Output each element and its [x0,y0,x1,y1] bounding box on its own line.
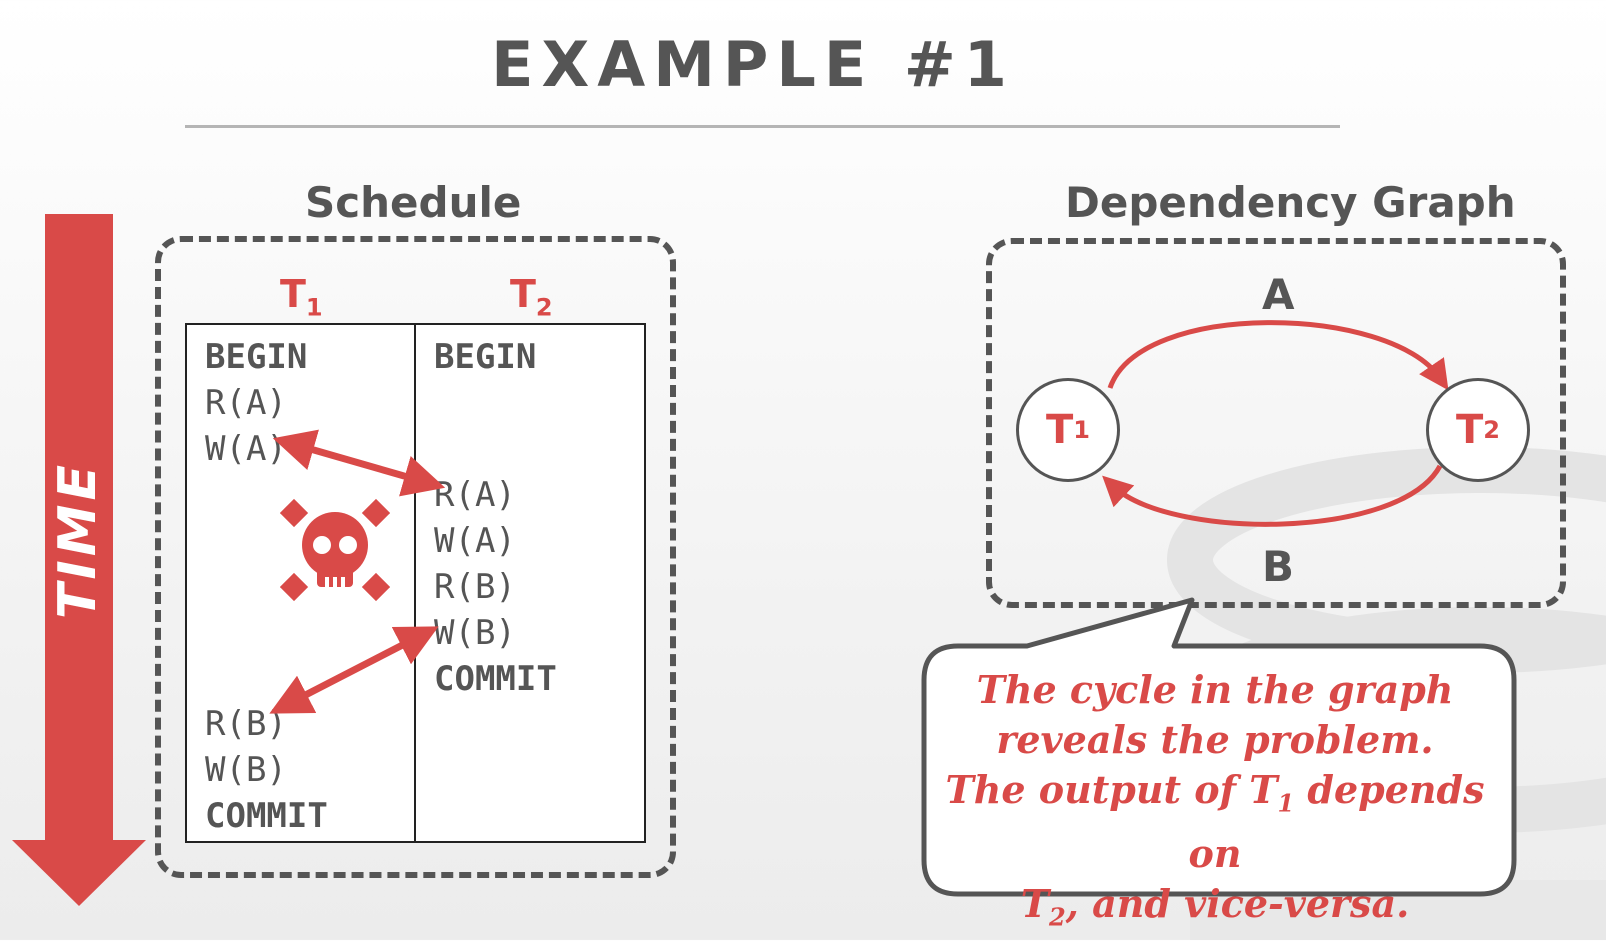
edge-label-a: A [1262,270,1295,319]
skull-icon [280,498,390,602]
t1-op-write-b: W(B) [205,750,287,790]
t1-header: T1 [280,272,323,322]
t1-op-begin: BEGIN [205,337,308,377]
callout-line-1: The cycle in the graph [976,667,1454,712]
edge-a [1107,320,1449,391]
conflict-arrow-b [269,626,439,714]
graph-heading: Dependency Graph [1065,178,1516,227]
t2-op-write-b: W(B) [434,613,516,653]
t1-op-read-a: R(A) [205,383,287,423]
t2-header: T2 [510,272,553,322]
t2-op-write-a: W(A) [434,521,516,561]
column-divider [414,323,416,843]
time-arrow-icon [12,214,146,906]
title-divider [185,125,1340,128]
t1-op-commit: COMMIT [205,796,328,836]
conflict-arrow-a [272,429,446,497]
t2-op-begin: BEGIN [434,337,537,377]
callout-text: The cycle in the graph reveals the probl… [930,665,1500,942]
edge-label-b: B [1262,542,1295,591]
schedule-box [155,236,676,878]
schedule-heading: Schedule [305,178,522,227]
callout-line-4: T2, and vice-versa. [1020,880,1410,932]
t2-op-read-b: R(B) [434,567,516,607]
page-title: EXAMPLE #1 [491,28,1015,101]
graph-box [986,238,1566,608]
t2-op-read-a: R(A) [434,475,516,515]
edge-b [1102,464,1443,527]
t2-op-commit: COMMIT [434,659,557,699]
callout-line-2: reveals the problem. [996,717,1434,762]
callout-line-3: The output of T1 depends on [945,767,1485,876]
